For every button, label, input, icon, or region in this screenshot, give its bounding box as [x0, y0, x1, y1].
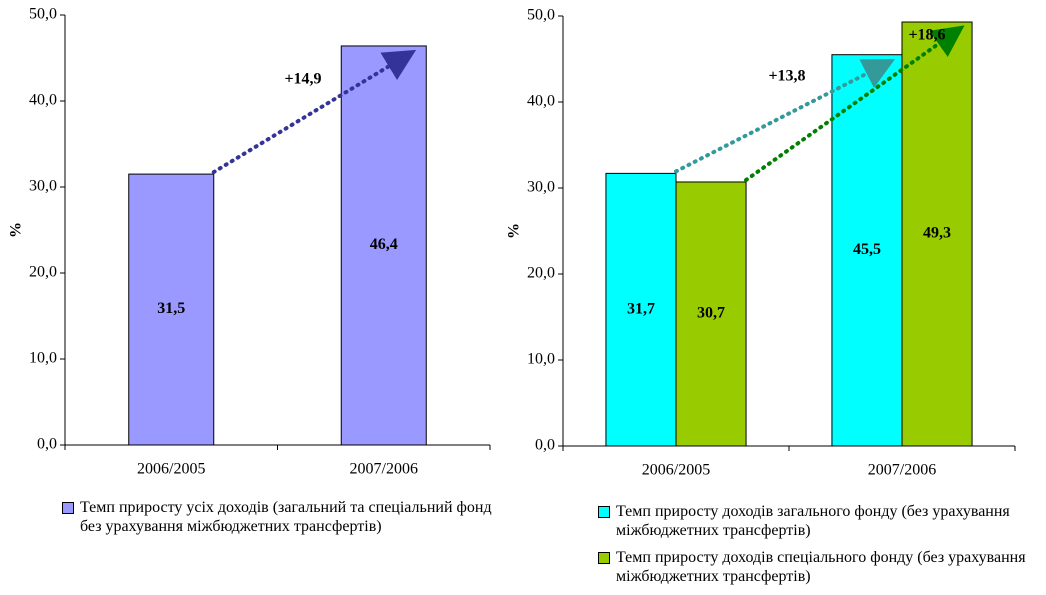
y-tick-label: 50,0	[527, 7, 555, 24]
y-tick-label: 10,0	[29, 350, 57, 367]
legend-item: Темп приросту усіх доходів (загальний та…	[62, 498, 500, 536]
bar	[340, 45, 427, 446]
trend-arrow	[744, 25, 965, 182]
bar	[605, 172, 677, 447]
legend-swatch	[62, 502, 74, 514]
legend-item: Темп приросту доходів спеціального фонду…	[598, 548, 1046, 586]
legend-label: Темп приросту доходів спеціального фонду…	[616, 549, 1026, 585]
y-tick-label: 40,0	[29, 92, 57, 109]
legend-swatch	[598, 506, 610, 518]
legend-item: Темп приросту доходів загального фонду (…	[598, 502, 1046, 540]
x-tick-label: 2007/2006	[350, 461, 418, 478]
value-label: 45,5	[853, 241, 881, 258]
y-tick-label: 40,0	[527, 93, 555, 110]
y-tick-label: 10,0	[527, 351, 555, 368]
value-label: 31,7	[627, 300, 655, 317]
y-tick-label: 30,0	[527, 179, 555, 196]
bar	[831, 54, 903, 447]
bar	[901, 21, 973, 447]
bar	[675, 181, 747, 447]
y-tick-label: 20,0	[527, 265, 555, 282]
x-tick-label: 2006/2005	[642, 462, 710, 479]
trend-arrow	[674, 59, 896, 174]
x-tick-label: 2006/2005	[137, 461, 205, 478]
y-tick-label: 50,0	[29, 6, 57, 23]
x-tick-label: 2007/2006	[868, 462, 936, 479]
y-tick-label: 20,0	[29, 264, 57, 281]
y-tick-label: 30,0	[29, 178, 57, 195]
value-label: 30,7	[697, 305, 725, 322]
value-label: 49,3	[923, 225, 951, 242]
annotation: +14,9	[284, 71, 321, 88]
value-label: 46,4	[370, 236, 398, 253]
legend-swatch	[598, 552, 610, 564]
legend-label: Темп приросту доходів загального фонду (…	[616, 503, 1010, 539]
value-label: 31,5	[157, 300, 185, 317]
y-axis-label: %	[8, 222, 25, 238]
legend-label: Темп приросту усіх доходів (загальний та…	[80, 499, 492, 535]
y-tick-label: 0,0	[37, 436, 57, 453]
trend-arrow	[211, 49, 417, 175]
annotation: +18,6	[908, 27, 945, 44]
annotation: +13,8	[768, 68, 805, 85]
bar	[128, 173, 215, 446]
y-tick-label: 0,0	[535, 437, 555, 454]
y-axis-label: %	[506, 223, 523, 239]
